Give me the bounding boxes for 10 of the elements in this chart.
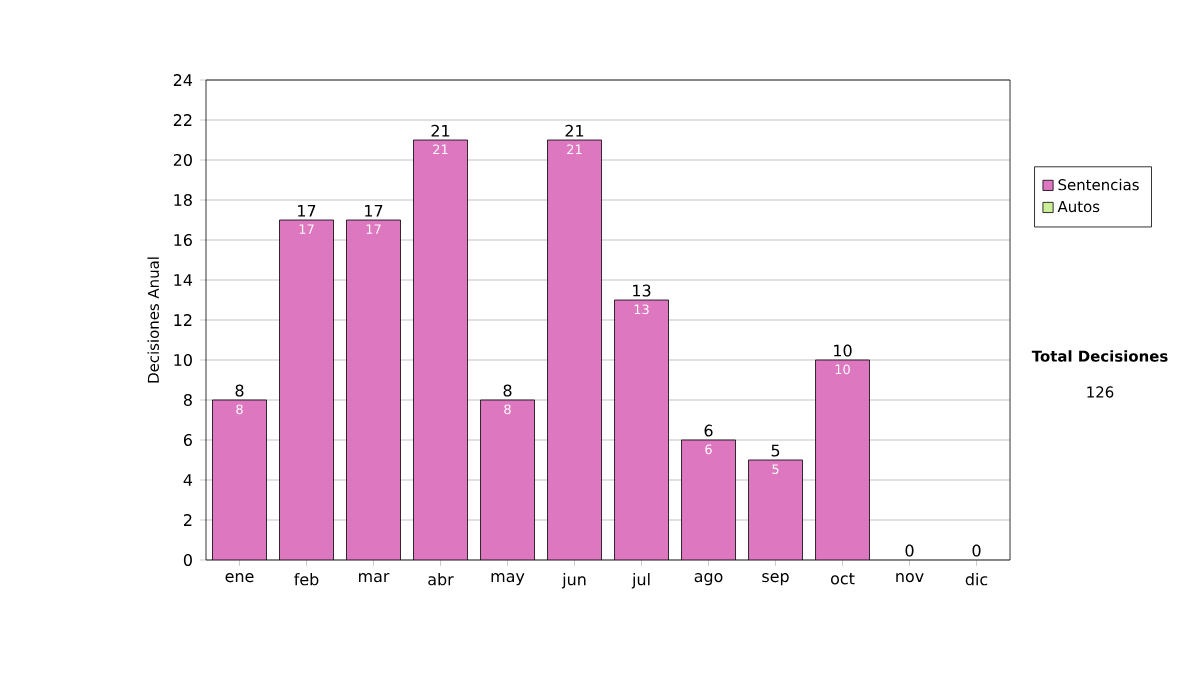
- bar: [212, 400, 267, 560]
- bar: [279, 220, 334, 560]
- bar: [614, 300, 669, 560]
- bar: [480, 400, 535, 560]
- bar: [681, 440, 736, 560]
- bar: [413, 140, 468, 560]
- bar: [547, 140, 602, 560]
- bar: [346, 220, 401, 560]
- bar: [815, 359, 870, 560]
- bar: [748, 460, 803, 560]
